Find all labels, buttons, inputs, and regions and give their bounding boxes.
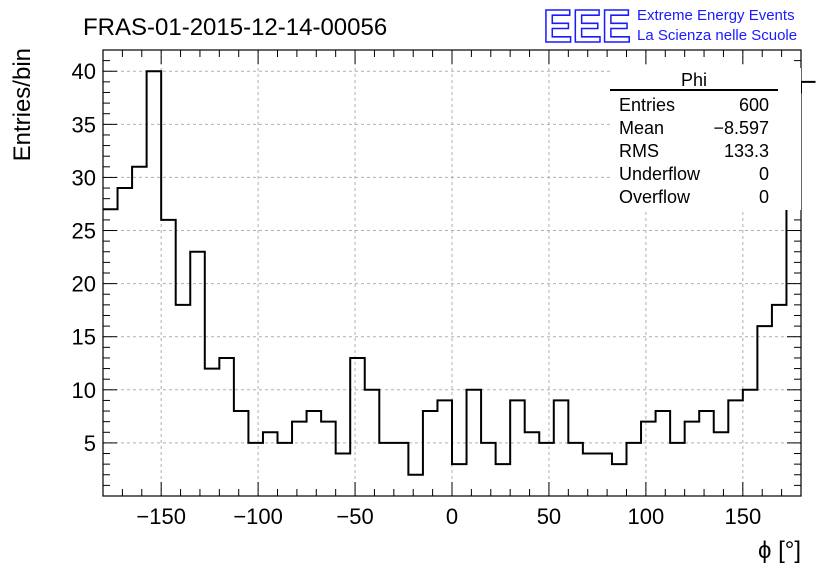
stats-row-value: 133.3 xyxy=(724,141,769,161)
stats-row-value: 0 xyxy=(759,187,769,207)
logo-line2: La Scienza nelle Scuole xyxy=(637,27,797,44)
histogram-outline xyxy=(103,70,816,476)
stats-box: Phi Entries 600 Mean −8.597 RMS 133.3 Underflo… xyxy=(610,68,801,210)
y-tick-label: 10 xyxy=(72,378,96,403)
x-tick-label: −100 xyxy=(233,504,283,529)
y-axis-label: Entries/bin xyxy=(9,48,36,161)
stats-row-label: Entries xyxy=(619,95,675,115)
x-tick-label: 0 xyxy=(446,504,458,529)
x-tick-label: −50 xyxy=(336,504,373,529)
stats-row-label: Mean xyxy=(619,118,664,138)
y-tick-label: 5 xyxy=(84,431,96,456)
axis-ticks xyxy=(102,49,802,497)
x-tick-label: 50 xyxy=(537,504,561,529)
stats-row-value: −8.597 xyxy=(713,118,769,138)
stats-rows: Entries 600 Mean −8.597 RMS 133.3 Underflow 0 Ov… xyxy=(619,95,769,207)
y-tick-label: 15 xyxy=(72,325,96,350)
stats-row-value: 0 xyxy=(759,164,769,184)
logo-mark: EEE xyxy=(543,0,631,52)
y-tick-label: 40 xyxy=(72,59,96,84)
y-tick-label: 35 xyxy=(72,112,96,137)
y-tick-label: 30 xyxy=(72,165,96,190)
stats-row-label: Overflow xyxy=(619,187,691,207)
x-axis-label: ϕ [°] xyxy=(758,537,801,564)
y-tick-label: 20 xyxy=(72,272,96,297)
x-tick-label: 100 xyxy=(628,504,665,529)
y-tick-label: 25 xyxy=(72,219,96,244)
stats-row-label: RMS xyxy=(619,141,659,161)
x-tick-label: 150 xyxy=(724,504,761,529)
chart-title: FRAS-01-2015-12-14-00056 xyxy=(83,14,387,41)
stats-row-label: Underflow xyxy=(619,164,701,184)
x-tick-labels: −150 −100 −50 0 50 100 150 xyxy=(136,504,761,529)
y-tick-labels: 5 10 15 20 25 30 35 40 xyxy=(72,59,96,456)
stats-row-value: 600 xyxy=(739,95,769,115)
stats-title: Phi xyxy=(681,70,707,90)
logo-line1: Extreme Energy Events xyxy=(637,7,795,24)
x-tick-label: −150 xyxy=(136,504,186,529)
